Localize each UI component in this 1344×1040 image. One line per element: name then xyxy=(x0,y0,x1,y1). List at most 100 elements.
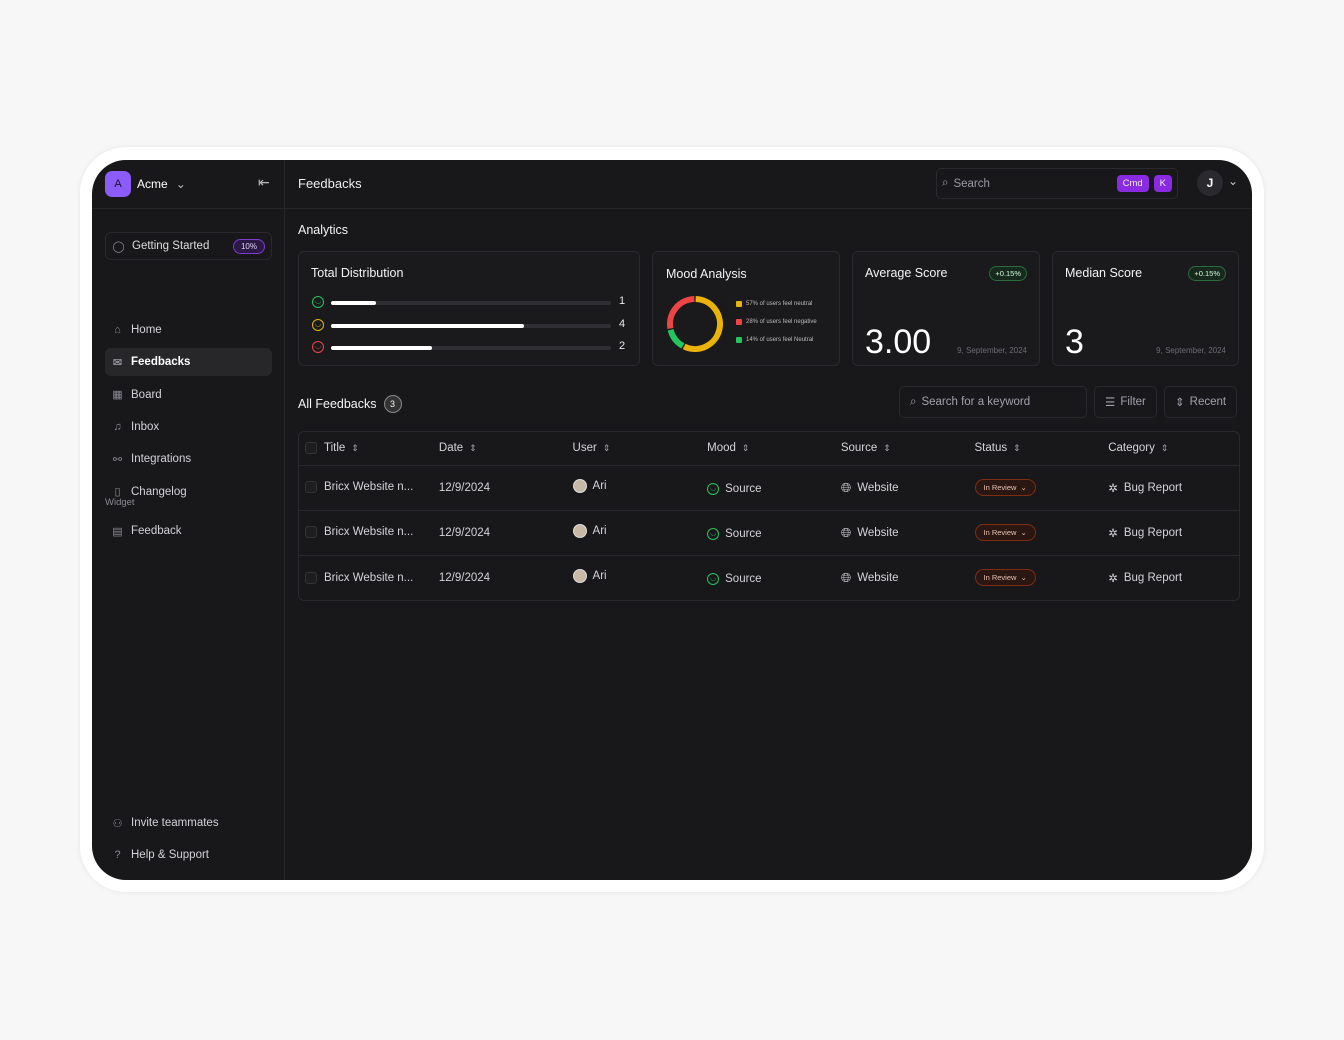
donut-segment xyxy=(682,296,723,352)
widget-heading: Widget xyxy=(105,497,135,508)
sidebar-item-home[interactable]: ⌂ Home xyxy=(105,316,272,344)
sort-recent-button[interactable]: ⇕ Recent xyxy=(1164,386,1238,418)
category-label: Bug Report xyxy=(1123,481,1183,494)
search-placeholder: Search xyxy=(953,177,990,190)
column-label: Date xyxy=(438,442,464,455)
sort-icon[interactable]: ⇕ xyxy=(351,443,359,454)
row-checkbox[interactable] xyxy=(305,526,317,539)
sort-icon[interactable]: ⇕ xyxy=(469,443,477,454)
mood-positive-icon: ◡ xyxy=(707,527,720,540)
sidebar-item-feedbacks[interactable]: ✉ Feedbacks xyxy=(105,348,272,377)
header-divider xyxy=(285,208,1252,209)
user-avatar xyxy=(572,524,587,538)
status-dropdown[interactable]: In Review ⌄ xyxy=(974,524,1036,541)
legend-swatch xyxy=(736,319,742,325)
count-badge: 3 xyxy=(383,395,402,413)
nav-label: Help & Support xyxy=(131,849,209,861)
user-plus-icon: ⚇ xyxy=(112,817,123,830)
column-header-date[interactable]: Date ⇕ xyxy=(438,432,573,466)
column-header-category[interactable]: Category ⇕ xyxy=(1108,432,1239,466)
mood-negative-icon: ◡ xyxy=(312,341,324,353)
score-date: 9, September, 2024 xyxy=(957,346,1027,355)
feedback-title[interactable]: Bricx Website n... xyxy=(324,526,414,539)
row-checkbox[interactable] xyxy=(305,481,317,494)
sidebar-item-board[interactable]: ▦ Board xyxy=(105,381,272,409)
distribution-bar-fill xyxy=(331,301,376,305)
bug-icon: ✲ xyxy=(1108,572,1118,585)
globe-icon: 🌐︎ xyxy=(840,524,852,540)
invite-teammates-button[interactable]: ⚇ Invite teammates xyxy=(105,809,272,837)
mood-label: Source xyxy=(725,572,762,585)
workspace-name: Acme xyxy=(137,177,168,191)
chevron-down-icon: ⌄ xyxy=(1020,528,1027,537)
table-row[interactable]: Bricx Website n... 12/9/2024 Ari ◡ Source… xyxy=(299,510,1239,556)
donut-segment xyxy=(667,328,685,349)
legend-swatch xyxy=(736,301,742,307)
nav-label: Feedback xyxy=(131,525,182,537)
sidebar-item-inbox[interactable]: ♫ Inbox xyxy=(105,413,272,441)
mood-neutral-icon: ◡ xyxy=(312,318,324,331)
distribution-bar-fill xyxy=(331,346,432,350)
status-label: In Review xyxy=(983,528,1017,537)
sort-icon[interactable]: ⇕ xyxy=(741,443,750,454)
divider xyxy=(92,208,284,209)
average-score-card: Average Score +0.15% 3.00 9, September, … xyxy=(852,251,1040,366)
sidebar-item-feedback-widget[interactable]: ▤ Feedback xyxy=(105,517,272,545)
sidebar-item-integrations[interactable]: ⚯ Integrations xyxy=(105,445,272,473)
column-header-status[interactable]: Status ⇕ xyxy=(974,432,1109,466)
distribution-bar-fill xyxy=(331,323,525,328)
bug-icon: ✲ xyxy=(1108,527,1118,540)
board-icon: ▦ xyxy=(112,389,123,402)
feedback-title[interactable]: Bricx Website n... xyxy=(324,571,414,584)
category-label: Bug Report xyxy=(1123,571,1183,584)
feedback-date: 12/9/2024 xyxy=(438,465,573,511)
source-label: Website xyxy=(857,526,899,539)
column-label: Category xyxy=(1108,442,1155,455)
card-title: Median Score xyxy=(1065,266,1143,280)
table-row[interactable]: Bricx Website n... 12/9/2024 Ari ◡ Source… xyxy=(299,555,1239,600)
sidebar-item-changelog[interactable]: ▯ Changelog xyxy=(105,478,272,506)
help-support-button[interactable]: ? Help & Support xyxy=(105,841,272,869)
search-placeholder: Search for a keyword xyxy=(921,396,1031,408)
column-header-mood[interactable]: Mood ⇕ xyxy=(707,432,841,466)
table-row[interactable]: Bricx Website n... 12/9/2024 Ari ◡ Source… xyxy=(299,465,1239,511)
workspace-switcher[interactable]: Acme ⌄ xyxy=(137,177,186,191)
chevron-down-icon: ⌄ xyxy=(1020,573,1027,583)
sort-icon[interactable]: ⇕ xyxy=(1013,443,1021,454)
getting-started-button[interactable]: ◯ Getting Started 10% xyxy=(105,232,272,260)
user-name: Ari xyxy=(592,525,607,537)
user-avatar[interactable]: J xyxy=(1197,170,1223,196)
column-header-source[interactable]: Source ⇕ xyxy=(840,432,975,466)
sort-icon[interactable]: ⇕ xyxy=(602,443,611,454)
card-title: Total Distribution xyxy=(311,266,404,280)
global-search-input[interactable]: ⌕ Search Cmd K xyxy=(936,168,1178,199)
status-dropdown[interactable]: In Review ⌄ xyxy=(974,569,1036,587)
select-all-checkbox[interactable] xyxy=(305,442,317,455)
account-chevron-down-icon[interactable]: ⌄ xyxy=(1228,174,1239,188)
search-icon: ⌕ xyxy=(910,395,917,408)
row-checkbox[interactable] xyxy=(305,571,317,584)
mood-label: Source xyxy=(725,527,762,540)
filter-label: Filter xyxy=(1120,396,1146,408)
column-header-user[interactable]: User ⇕ xyxy=(572,432,708,466)
feedback-date: 12/9/2024 xyxy=(438,571,491,584)
getting-started-label: Getting Started xyxy=(132,240,210,252)
donut-segment xyxy=(667,296,695,330)
nav-label: Feedbacks xyxy=(131,356,191,369)
feedback-icon: ✉ xyxy=(112,356,123,369)
nav-label: Home xyxy=(131,324,162,336)
collapse-sidebar-icon[interactable]: ⇤ xyxy=(258,174,270,190)
sort-icon[interactable]: ⇕ xyxy=(883,443,891,454)
status-dropdown[interactable]: In Review ⌄ xyxy=(974,479,1036,496)
column-label: Source xyxy=(840,442,878,455)
column-header-title[interactable]: Title ⇕ xyxy=(299,432,439,466)
filter-button[interactable]: ☰ Filter xyxy=(1094,386,1157,418)
sort-label: Recent xyxy=(1189,396,1227,408)
kbd-cmd: Cmd xyxy=(1116,175,1149,192)
column-label: Mood xyxy=(707,442,736,455)
keyword-search-input[interactable]: ⌕ Search for a keyword xyxy=(899,386,1087,418)
feedback-title[interactable]: Bricx Website n... xyxy=(324,481,414,494)
delta-badge: +0.15% xyxy=(989,266,1027,281)
feedback-date: 12/9/2024 xyxy=(438,510,573,556)
sort-icon[interactable]: ⇕ xyxy=(1160,443,1169,454)
